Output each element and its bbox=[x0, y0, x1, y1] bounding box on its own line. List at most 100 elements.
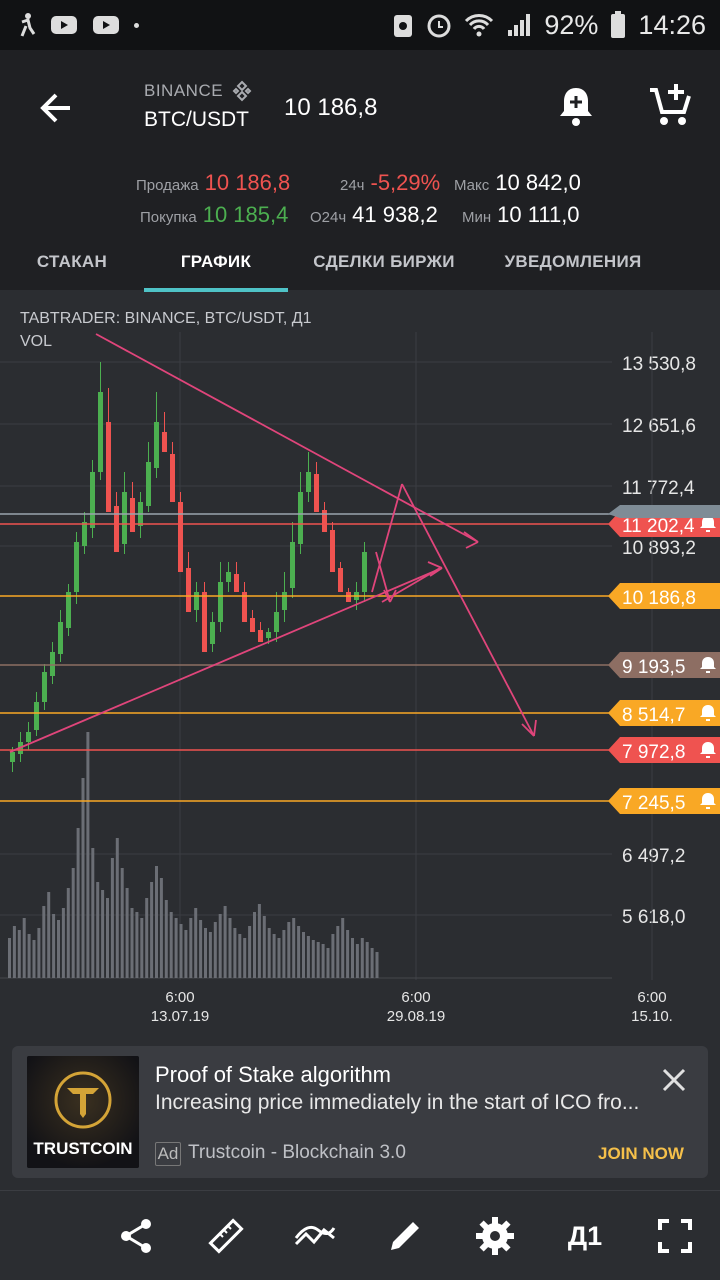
volume-bar bbox=[326, 948, 330, 978]
price-tag bbox=[608, 583, 720, 609]
volume-bar bbox=[110, 858, 114, 978]
indicators-button[interactable] bbox=[292, 1213, 338, 1259]
volume-bar bbox=[145, 898, 149, 978]
volume-label: VOL bbox=[20, 333, 53, 350]
volume-bar bbox=[76, 828, 80, 978]
draw-button[interactable] bbox=[382, 1213, 428, 1259]
candle-body bbox=[186, 568, 191, 612]
volume-bar bbox=[375, 952, 379, 978]
x-tick-date: 29.08.19 bbox=[387, 1008, 445, 1025]
max-stat: Макс 10 842,0 bbox=[454, 170, 581, 196]
candle-body bbox=[250, 618, 255, 632]
volume-bar bbox=[22, 918, 26, 978]
volume-bar bbox=[238, 934, 242, 978]
price-tag bbox=[608, 737, 720, 763]
volume-bar bbox=[150, 882, 154, 978]
price-tag-label: 7 245,5 bbox=[622, 793, 685, 814]
timeframe-button[interactable]: Д1 bbox=[567, 1220, 603, 1251]
close-icon[interactable] bbox=[660, 1066, 688, 1094]
volume-bar bbox=[321, 944, 325, 978]
candle-body bbox=[338, 568, 343, 592]
volume-bar bbox=[91, 848, 95, 978]
tab-chart[interactable]: ГРАФИК bbox=[180, 252, 252, 271]
tab-trades[interactable]: СДЕЛКИ БИРЖИ bbox=[313, 252, 455, 271]
y-tick-label: 10 893,2 bbox=[622, 538, 696, 559]
volume-bar bbox=[272, 934, 276, 978]
trendline-arrowhead bbox=[521, 723, 535, 737]
volume-bar bbox=[370, 948, 374, 978]
share-button[interactable] bbox=[113, 1213, 159, 1259]
price-chart[interactable]: 13 530,8 12 651,6 11 772,4 10 893,2 6 497,2 5… bbox=[0, 292, 720, 1032]
candle-body bbox=[266, 632, 271, 638]
alert-bell-icon bbox=[700, 657, 716, 673]
trendline bbox=[9, 567, 443, 753]
ad-badge: Ad bbox=[155, 1142, 181, 1166]
volume-bar bbox=[341, 918, 345, 978]
pencil-icon bbox=[391, 1222, 419, 1250]
volume-bar bbox=[365, 942, 369, 978]
ruler-button[interactable] bbox=[203, 1213, 249, 1259]
volume-bar bbox=[351, 938, 354, 978]
add-to-cart-icon[interactable] bbox=[648, 82, 694, 128]
ad-banner[interactable]: TRUSTCOIN Proof of Stake algorithm Incre… bbox=[12, 1046, 708, 1178]
volume-bar bbox=[257, 904, 261, 978]
tab-notifications[interactable]: УВЕДОМЛЕНИЯ bbox=[504, 252, 642, 271]
volume-bar bbox=[248, 926, 252, 978]
battery-icon bbox=[611, 11, 626, 38]
candle-body bbox=[178, 502, 183, 572]
volume-bar bbox=[184, 930, 188, 978]
volume-value: 41 938,2 bbox=[352, 202, 438, 227]
change-label: 24ч bbox=[340, 177, 365, 194]
candle-body bbox=[226, 572, 231, 582]
candle-body bbox=[234, 574, 239, 592]
candle-body bbox=[194, 592, 199, 610]
candle-body bbox=[218, 582, 223, 622]
back-arrow-icon[interactable] bbox=[36, 88, 76, 128]
fullscreen-button[interactable] bbox=[652, 1213, 698, 1259]
x-tick-time: 6:00 bbox=[637, 989, 666, 1006]
volume-label: О24ч bbox=[310, 209, 347, 226]
candle-body bbox=[314, 474, 319, 512]
candle-body bbox=[210, 622, 215, 644]
volume-bar bbox=[228, 918, 232, 978]
trading-pair[interactable]: BTC/USDT bbox=[144, 108, 249, 131]
ad-description[interactable]: Increasing price immediately in the star… bbox=[155, 1091, 640, 1114]
volume-bar bbox=[12, 926, 16, 978]
y-tick-label: 5 618,0 bbox=[622, 907, 685, 928]
candle-body bbox=[98, 392, 103, 472]
settings-button[interactable] bbox=[472, 1213, 518, 1259]
binance-logo-icon bbox=[232, 80, 252, 102]
trendline-arrowhead bbox=[427, 561, 443, 569]
join-now-button[interactable]: JOIN NOW bbox=[598, 1144, 684, 1163]
candle-body bbox=[242, 592, 247, 622]
y-tick-label: 12 651,6 bbox=[622, 416, 696, 437]
volume-bar bbox=[223, 906, 227, 978]
candle-body bbox=[274, 612, 279, 632]
volume-bar bbox=[66, 888, 70, 978]
volume-bar bbox=[316, 942, 320, 978]
y-tick-label: 13 530,8 bbox=[622, 354, 696, 375]
candle-body bbox=[282, 592, 287, 610]
volume-bar bbox=[233, 928, 237, 978]
volume-bar bbox=[355, 944, 359, 978]
volume-bar bbox=[52, 914, 56, 978]
ad-logo-text: TRUSTCOIN bbox=[33, 1139, 132, 1158]
y-tick-label: 6 497,2 bbox=[622, 846, 685, 867]
volume-bar bbox=[86, 732, 90, 978]
volume-bar bbox=[37, 928, 41, 978]
candle-body bbox=[106, 422, 111, 512]
status-bar: 92% 14:26 bbox=[0, 0, 720, 50]
volume-bar bbox=[106, 898, 109, 978]
x-tick-date: 15.10. bbox=[631, 1008, 673, 1025]
wifi-icon bbox=[465, 14, 494, 37]
chart-area[interactable]: 13 530,8 12 651,6 11 772,4 10 893,2 6 497,2 5… bbox=[0, 292, 720, 1032]
volume-bar bbox=[331, 934, 335, 978]
tab-orderbook[interactable]: СТАКАН bbox=[36, 252, 108, 271]
volume-bar bbox=[277, 938, 281, 978]
tab-bar: СТАКАН ГРАФИК СДЕЛКИ БИРЖИ УВЕДОМЛЕНИЯ bbox=[0, 240, 720, 290]
volume-bar bbox=[306, 936, 310, 978]
add-alert-bell-icon[interactable] bbox=[556, 84, 596, 128]
volume-bar bbox=[336, 926, 340, 978]
volume-bar bbox=[32, 940, 36, 978]
ad-title[interactable]: Proof of Stake algorithm bbox=[155, 1062, 392, 1087]
